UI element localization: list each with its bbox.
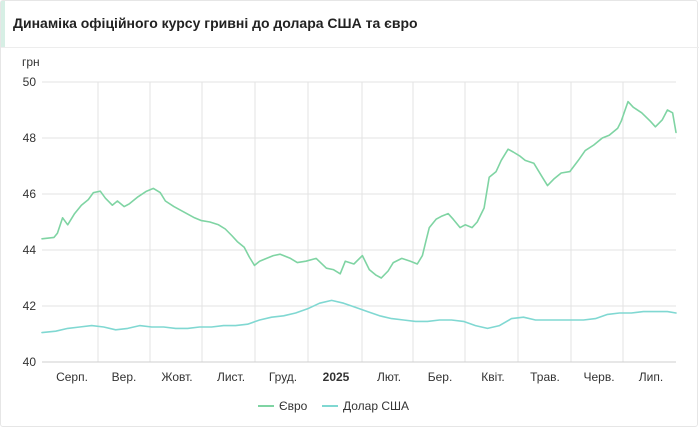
x-tick-label: Лист. xyxy=(217,370,245,384)
y-tick-label: 46 xyxy=(23,187,37,201)
series-line-euro xyxy=(41,100,677,279)
x-tick-label: Трав. xyxy=(530,370,560,384)
x-tick-label: Лип. xyxy=(639,370,663,384)
chart-title: Динаміка офіційного курсу гривні до дола… xyxy=(13,15,418,31)
x-tick-label: Вер. xyxy=(112,370,137,384)
x-tick-label: Груд. xyxy=(269,370,297,384)
y-axis-unit-label: грн xyxy=(22,55,40,69)
title-divider xyxy=(1,47,699,48)
legend-label: Євро xyxy=(279,399,308,413)
x-tick-label: Квіт. xyxy=(481,370,505,384)
title-accent-bar xyxy=(1,1,5,47)
x-tick-label: Серп. xyxy=(56,370,88,384)
x-tick-label: Жовт. xyxy=(161,370,192,384)
series-line-usd xyxy=(41,299,677,334)
y-tick-label: 44 xyxy=(23,243,37,257)
x-tick-label: Лют. xyxy=(377,370,401,384)
x-tick-label: 2025 xyxy=(323,370,350,384)
legend-label: Долар США xyxy=(343,399,409,413)
y-tick-label: 50 xyxy=(23,75,37,89)
y-tick-label: 42 xyxy=(23,299,37,313)
y-tick-label: 48 xyxy=(23,131,37,145)
x-tick-label: Бер. xyxy=(428,370,453,384)
y-tick-label: 40 xyxy=(23,355,37,369)
x-tick-label: Черв. xyxy=(583,370,614,384)
